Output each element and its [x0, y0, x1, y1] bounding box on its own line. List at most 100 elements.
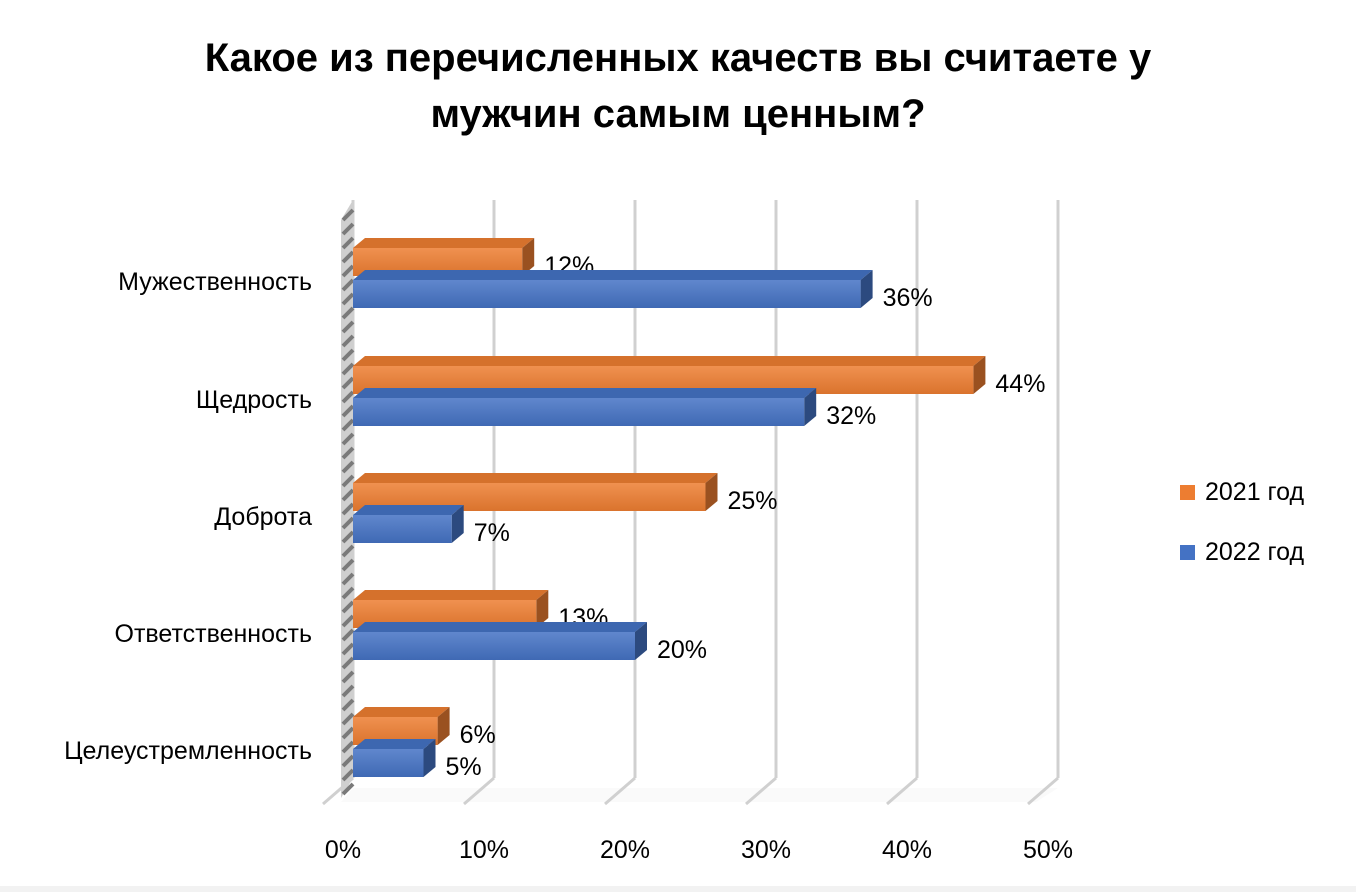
category-label: Целеустремленность	[64, 737, 312, 765]
bar-side-face	[451, 505, 464, 543]
left-wall-stripe	[341, 418, 355, 432]
left-wall-stripe	[341, 628, 355, 642]
left-wall-stripe	[341, 600, 355, 614]
bar-top-face	[353, 473, 718, 483]
left-wall-stripe	[341, 656, 355, 670]
gridline-floor	[745, 776, 777, 806]
category-label: Доброта	[214, 503, 312, 531]
left-wall-stripe	[341, 586, 355, 600]
x-tick-label: 20%	[600, 836, 650, 864]
bar	[353, 632, 635, 660]
legend-label-2022: 2022 год	[1205, 538, 1305, 566]
bar-top-face	[353, 707, 450, 717]
left-wall-stripe	[341, 670, 355, 684]
legend-swatch-2021	[1180, 485, 1195, 500]
legend-swatch-2022	[1180, 545, 1195, 560]
gridline-floor	[1027, 776, 1059, 806]
bar-top-face	[353, 356, 986, 366]
left-wall-stripe	[341, 530, 355, 544]
legend-item-2022: 2022 год	[1180, 538, 1304, 567]
bar-top-face	[353, 270, 873, 280]
left-wall-stripe	[341, 292, 355, 306]
data-label: 7%	[474, 519, 510, 547]
left-wall-stripe	[341, 278, 355, 292]
left-wall-stripe	[341, 376, 355, 390]
left-wall-stripe	[341, 348, 355, 362]
left-wall-stripe	[341, 334, 355, 348]
left-wall-stripe	[341, 474, 355, 488]
gridline-floor	[604, 776, 636, 806]
left-wall-stripe	[341, 572, 355, 586]
legend-item-2021: 2021 год	[1180, 478, 1304, 507]
left-wall-stripe	[341, 264, 355, 278]
data-label: 25%	[728, 487, 778, 515]
category-label: Щедрость	[196, 386, 312, 414]
left-wall-stripe	[341, 208, 355, 222]
gridline-floor	[886, 776, 918, 806]
left-wall-stripe	[341, 488, 355, 502]
left-wall-stripe	[341, 684, 355, 698]
left-wall-stripe	[341, 740, 355, 754]
bar	[353, 515, 452, 543]
bar-side-face	[536, 590, 549, 628]
left-wall-stripe	[341, 460, 355, 474]
left-wall-stripe	[341, 698, 355, 712]
category-label: Мужественность	[118, 268, 312, 296]
x-tick-label: 50%	[1023, 836, 1073, 864]
x-tick-label: 0%	[325, 836, 361, 864]
chart-title-line-2: мужчин самым ценным?	[430, 92, 926, 136]
left-wall-stripe	[341, 726, 355, 740]
x-tick-label: 40%	[882, 836, 932, 864]
left-wall-stripe	[341, 502, 355, 516]
x-tick-label: 10%	[459, 836, 509, 864]
bar-top-face	[353, 505, 464, 515]
bottom-strip	[0, 886, 1356, 892]
left-wall-stripe	[341, 516, 355, 530]
gridline-floor	[463, 776, 495, 806]
bar	[353, 749, 424, 777]
left-wall-stripe	[341, 432, 355, 446]
left-wall-stripe	[341, 544, 355, 558]
data-label: 32%	[826, 402, 876, 430]
left-wall-stripe	[341, 236, 355, 250]
left-wall-stripe	[341, 558, 355, 572]
left-wall-stripe	[341, 768, 355, 782]
bar-side-face	[423, 739, 436, 777]
chart-floor	[341, 788, 1058, 802]
bar-side-face	[437, 707, 450, 745]
left-wall-stripe	[341, 362, 355, 376]
data-label: 36%	[883, 284, 933, 312]
bar-side-face	[804, 388, 817, 426]
left-wall-stripe	[341, 404, 355, 418]
chart-title: Какое из перечисленных качеств вы считае…	[0, 30, 1356, 142]
x-tick-label: 30%	[741, 836, 791, 864]
bar	[353, 280, 861, 308]
data-label: 6%	[460, 721, 496, 749]
left-wall-stripe	[341, 250, 355, 264]
left-wall-stripe	[341, 754, 355, 768]
bar-top-face	[353, 739, 436, 749]
left-wall-stripe	[341, 642, 355, 656]
data-label: 20%	[657, 636, 707, 664]
left-wall-stripe	[341, 320, 355, 334]
bar-side-face	[705, 473, 718, 511]
bar-top-face	[353, 238, 535, 248]
chart-title-line-1: Какое из перечисленных качеств вы считае…	[204, 36, 1152, 80]
left-wall-stripe	[341, 390, 355, 404]
bar-top-face	[353, 590, 549, 600]
category-label: Ответственность	[115, 620, 313, 648]
data-label: 5%	[446, 753, 482, 781]
bar	[353, 398, 805, 426]
left-wall-stripe	[341, 712, 355, 726]
bar-side-face	[522, 238, 535, 276]
bar-top-face	[353, 388, 817, 398]
bar-side-face	[860, 270, 873, 308]
bar-top-face	[353, 622, 647, 632]
left-wall-stripe	[341, 446, 355, 460]
left-wall-stripe	[341, 222, 355, 236]
legend-label-2021: 2021 год	[1205, 478, 1305, 506]
left-wall-stripe	[341, 614, 355, 628]
bar-side-face	[635, 622, 647, 660]
left-wall-stripe	[341, 306, 355, 320]
